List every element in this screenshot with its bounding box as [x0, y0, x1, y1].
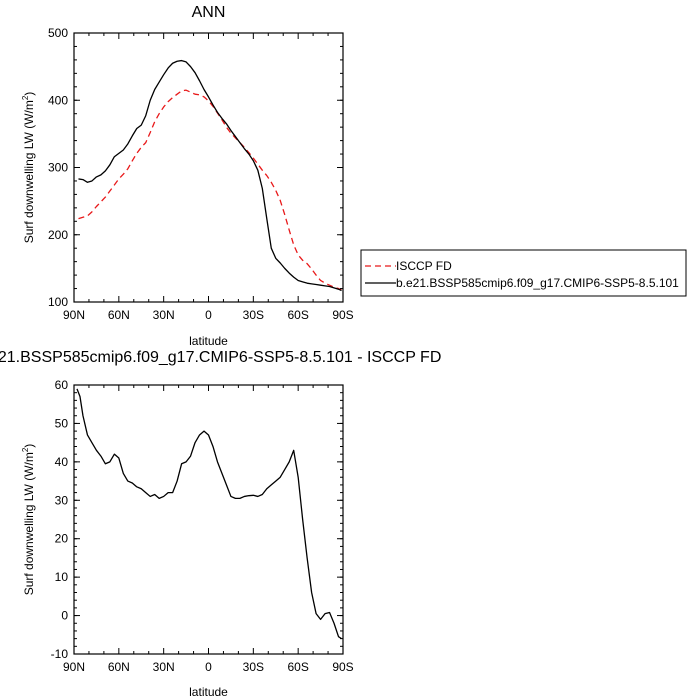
bottom-panel-series-line-0: [76, 388, 342, 640]
bottom-panel-x-tick-label: 90S: [332, 660, 353, 674]
top-panel-y-ticks: 100 200 300 400 500: [48, 26, 343, 309]
top-panel-y-axis-label-sup: 2: [21, 95, 30, 100]
bottom-panel-y-tick-label: 10: [55, 570, 69, 584]
bottom-panel-x-ticks: 90N 60N 30N 0 30S 60S 90S: [63, 385, 354, 674]
legend-box: [360, 249, 687, 297]
bottom-panel-x-tick-label: 0: [205, 660, 212, 674]
top-panel-y-tick-label: 300: [48, 161, 68, 175]
bottom-panel-y-tick-label: 50: [55, 416, 69, 430]
top-panel-y-axis-label-main: Surf downwelling LW (W/m: [22, 100, 36, 243]
top-panel-x-tick-label: 90S: [332, 308, 353, 322]
top-panel-x-tick-label: 30S: [243, 308, 264, 322]
top-panel-y-tick-label: 400: [48, 93, 68, 107]
top-panel-x-ticks: 90N 60N 30N 0 30S 60S 90S: [63, 33, 354, 322]
top-panel-series-line-0: [78, 89, 342, 291]
top-panel-y-axis-label: Surf downwelling LW (W/m2): [21, 92, 36, 244]
top-panel-x-axis-label: latitude: [189, 334, 228, 348]
legend-label-model: b.e21.BSSP585cmip6.f09_g17.CMIP6-SSP5-8.…: [396, 276, 679, 290]
top-panel-y-tick-label: 100: [48, 295, 68, 309]
top-panel-series-line-1: [78, 59, 342, 292]
top-panel-x-tick-label: 60S: [287, 308, 308, 322]
bottom-panel-y-tick-label: 20: [55, 532, 69, 546]
bottom-panel-y-tick-label: 60: [55, 378, 69, 392]
bottom-panel-x-axis-label: latitude: [189, 685, 228, 699]
top-panel-x-tick-label: 90N: [63, 308, 85, 322]
bottom-panel-y-tick-label: -10: [51, 647, 69, 661]
top-panel-title: ANN: [192, 4, 226, 21]
bottom-panel-y-axis-label: Surf downwelling LW (W/m2): [21, 444, 36, 596]
bottom-panel-y-tick-label: 30: [55, 493, 69, 507]
top-panel-y-tick-label: 200: [48, 228, 68, 242]
bottom-panel-y-axis-label-sup: 2: [21, 447, 30, 452]
top-panel-y-axis-label-tail: ): [22, 92, 36, 96]
bottom-panel-x-tick-label: 30N: [153, 660, 175, 674]
top-panel: ANN 90N 60N 30N 0 30S 60S 90S 100200300400500 …: [21, 4, 354, 348]
bottom-panel-y-ticks: -10 0 10 20 30 40 50 60: [51, 378, 343, 661]
legend-label-isccp: ISCCP FD: [396, 259, 452, 273]
top-panel-y-tick-label: 500: [48, 26, 68, 40]
top-panel-plot-area: [78, 59, 342, 292]
bottom-panel-x-tick-label: 60N: [108, 660, 130, 674]
bottom-panel: b.e21.BSSP585cmip6.f09_g17.CMIP6-SSP5-8.…: [0, 349, 441, 699]
bottom-panel-x-tick-label: 90N: [63, 660, 85, 674]
bottom-panel-x-tick-label: 30S: [243, 660, 264, 674]
top-panel-x-tick-label: 0: [205, 308, 212, 322]
bottom-panel-plot-area: [76, 388, 342, 640]
bottom-panel-y-axis-label-tail: ): [22, 444, 36, 448]
bottom-panel-y-axis-label-main: Surf downwelling LW (W/m: [22, 452, 36, 595]
bottom-panel-y-tick-label: 0: [61, 609, 68, 623]
bottom-panel-x-tick-label: 60S: [287, 660, 308, 674]
top-panel-x-tick-label: 60N: [108, 308, 130, 322]
legend: ISCCP FD b.e21.BSSP585cmip6.f09_g17.CMIP…: [360, 249, 687, 297]
bottom-panel-y-tick-label: 40: [55, 455, 69, 469]
top-panel-frame: [73, 32, 344, 303]
bottom-panel-title: b.e21.BSSP585cmip6.f09_g17.CMIP6-SSP5-8.…: [0, 349, 441, 366]
top-panel-x-tick-label: 30N: [153, 308, 175, 322]
